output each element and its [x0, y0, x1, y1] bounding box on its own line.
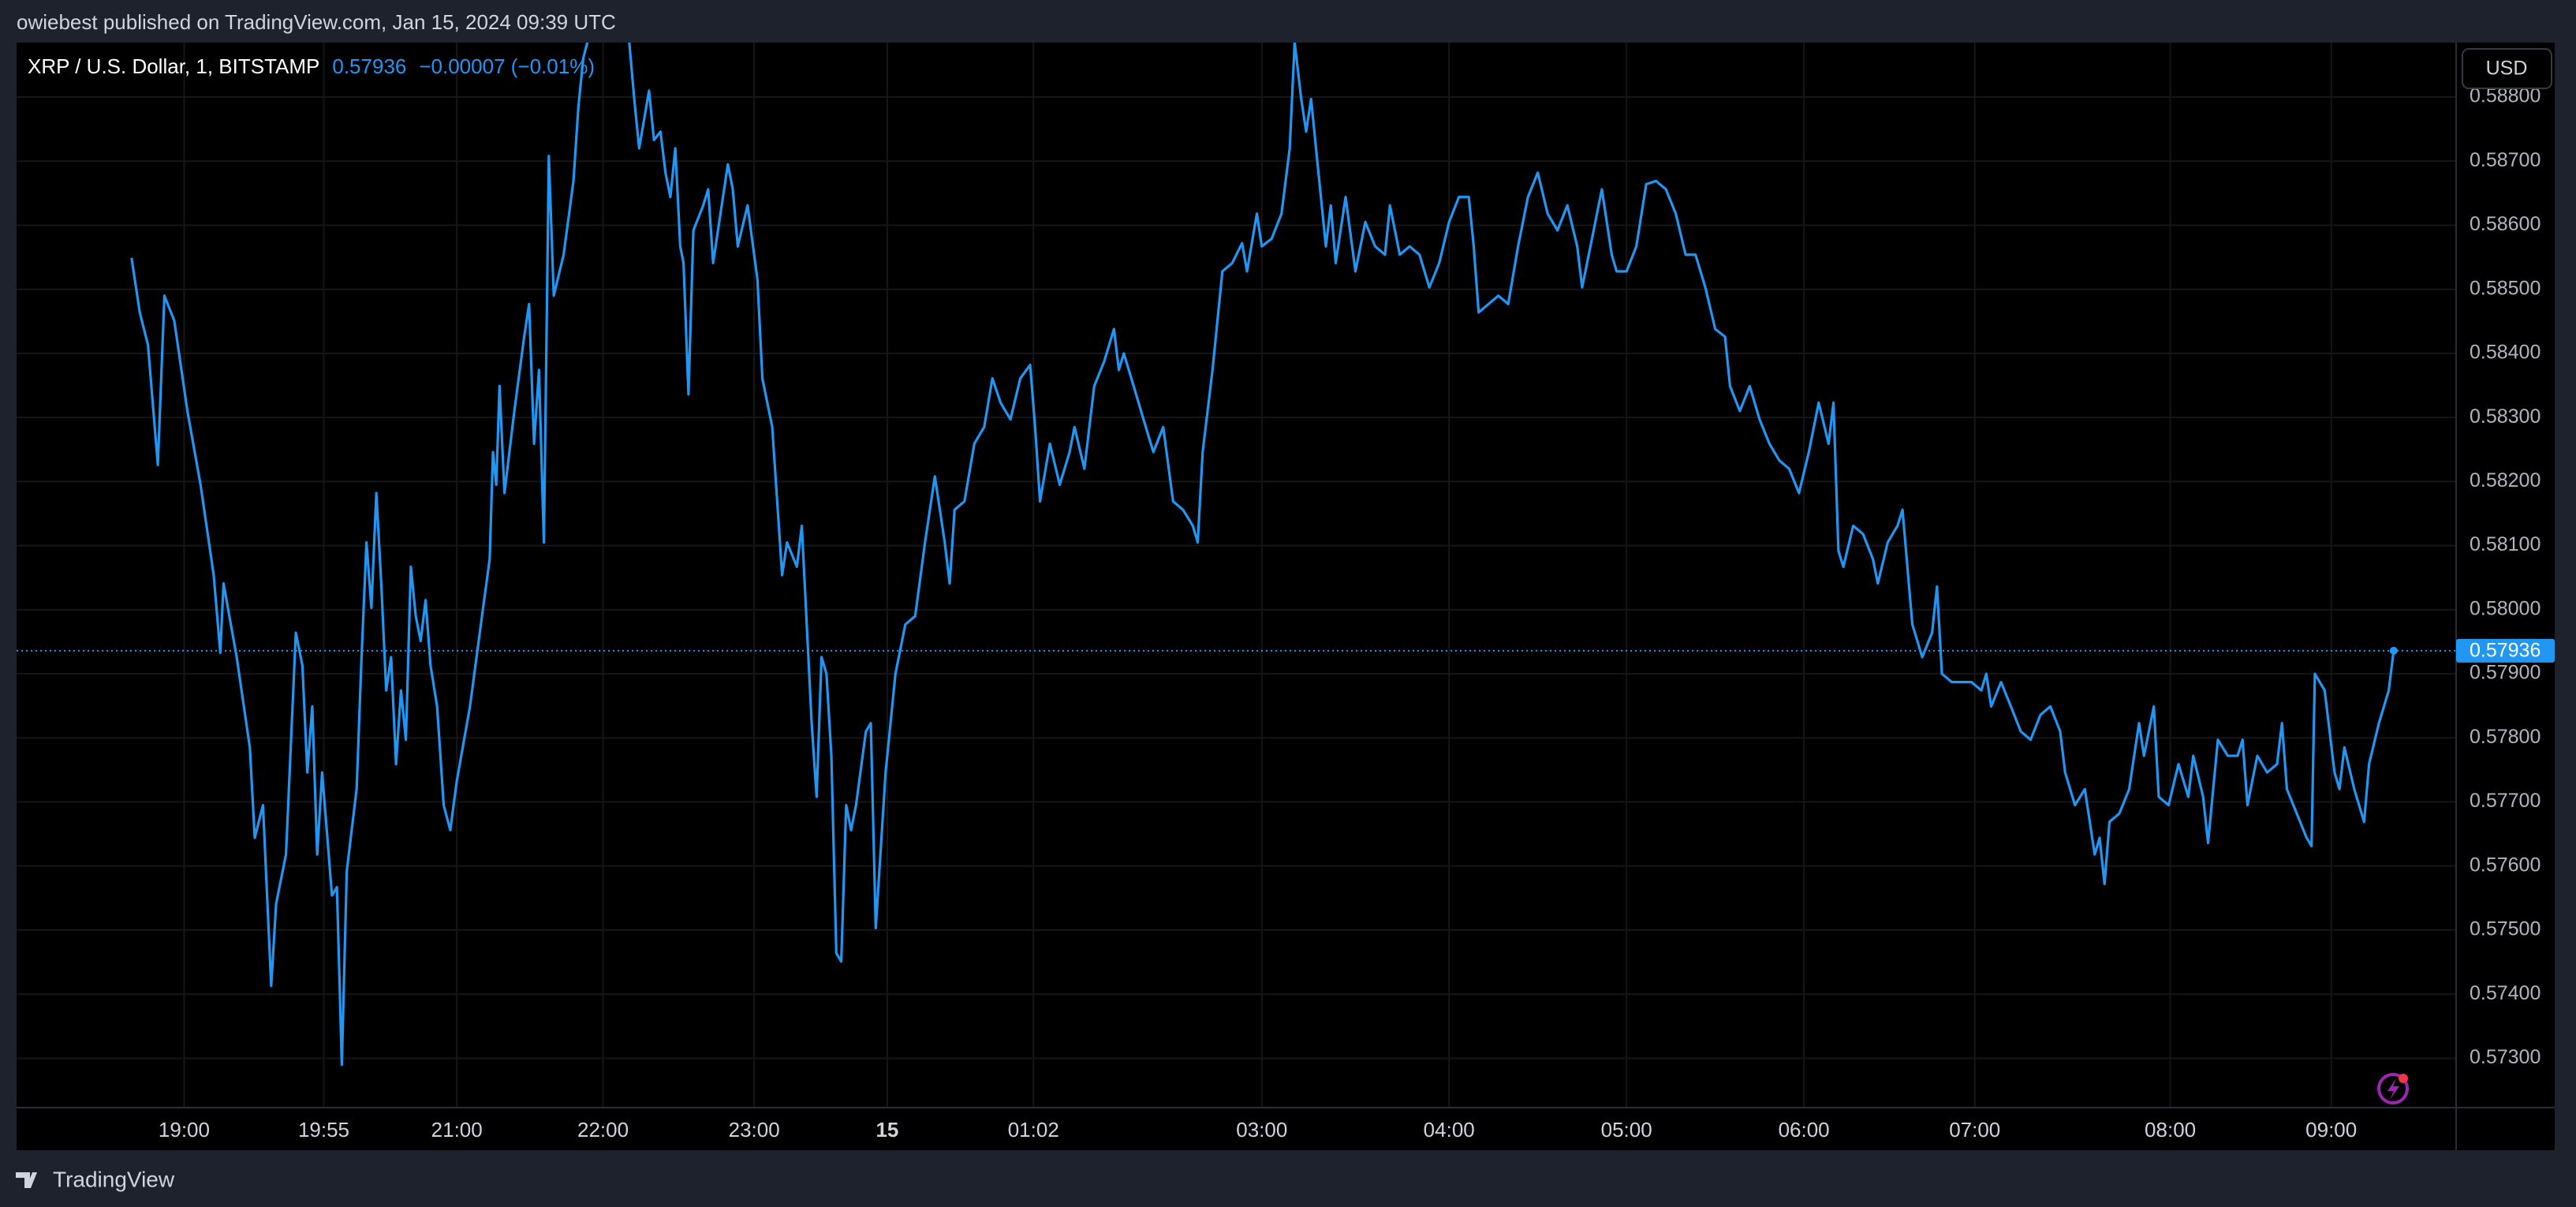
- icon-ring[interactable]: [2377, 1073, 2409, 1104]
- replay-icon[interactable]: [2377, 1073, 2409, 1104]
- header-text: owiebest published on TradingView.com, J…: [17, 10, 616, 34]
- x-tick-label: 03:00: [1236, 1118, 1287, 1142]
- x-tick-label: 05:00: [1601, 1118, 1652, 1142]
- y-tick-label: 0.58500: [2470, 277, 2541, 299]
- x-tick-label: 23:00: [729, 1118, 780, 1142]
- x-tick-label: 07:00: [1949, 1118, 2000, 1142]
- x-tick-label: 06:00: [1779, 1118, 1830, 1142]
- y-tick-label: 0.58100: [2470, 533, 2541, 555]
- logo-mark: [16, 1172, 37, 1188]
- x-tick-label: 09:00: [2305, 1118, 2357, 1142]
- y-tick-label: 0.58700: [2470, 149, 2541, 171]
- legend: XRP / U.S. Dollar, 1, BITSTAMP 0.57936 −0.…: [28, 54, 595, 78]
- legend-change: −0.00007 (−0.01%): [419, 54, 595, 78]
- x-tick-label: 15: [875, 1118, 898, 1142]
- price-line: [130, 43, 2395, 1067]
- y-tick-label: 0.57900: [2470, 662, 2541, 684]
- chart-pane: [17, 43, 2555, 1150]
- last-price-label: 0.57936: [2470, 639, 2541, 661]
- currency-button[interactable]: [2462, 48, 2552, 89]
- y-tick-label: 0.57600: [2470, 854, 2541, 876]
- y-tick-label: 0.58400: [2470, 342, 2541, 364]
- x-tick-label: 08:00: [2145, 1118, 2196, 1142]
- last-price-box: [2456, 638, 2555, 663]
- y-tick-label: 0.57400: [2470, 982, 2541, 1004]
- x-tick-label: 22:00: [577, 1118, 629, 1142]
- y-tick-label: 0.57800: [2470, 726, 2541, 748]
- y-tick-label: 0.57700: [2470, 790, 2541, 812]
- x-tick-label: 19:00: [159, 1118, 210, 1142]
- y-tick-label: 0.57500: [2470, 918, 2541, 940]
- grid: [17, 43, 2456, 1108]
- y-tick-label: 0.58300: [2470, 405, 2541, 428]
- x-tick-label: 21:00: [431, 1118, 483, 1142]
- x-tick-label: 19:55: [298, 1118, 349, 1142]
- symbol-title: XRP / U.S. Dollar, 1, BITSTAMP: [28, 54, 319, 78]
- plot: [17, 43, 2456, 1067]
- brand-logo: [16, 1172, 37, 1188]
- axes: 0.57300 0.57400 0.57500 0.57600 0.57700 0.578…: [159, 85, 2555, 1142]
- x-tick-label: 04:00: [1424, 1118, 1475, 1142]
- y-tick-label: 0.58000: [2470, 597, 2541, 619]
- icon-dot[interactable]: [2399, 1074, 2408, 1083]
- y-tick-label: 0.58200: [2470, 469, 2541, 491]
- brand-text: TradingView: [53, 1167, 175, 1191]
- y-tick-label: 0.57300: [2470, 1046, 2541, 1068]
- currency-label[interactable]: USD: [2486, 58, 2528, 80]
- icon-bolt[interactable]: [2387, 1078, 2399, 1100]
- legend-price: 0.57936: [332, 54, 406, 78]
- x-tick-label: 01:02: [1008, 1118, 1059, 1142]
- y-tick-label: 0.58600: [2470, 213, 2541, 235]
